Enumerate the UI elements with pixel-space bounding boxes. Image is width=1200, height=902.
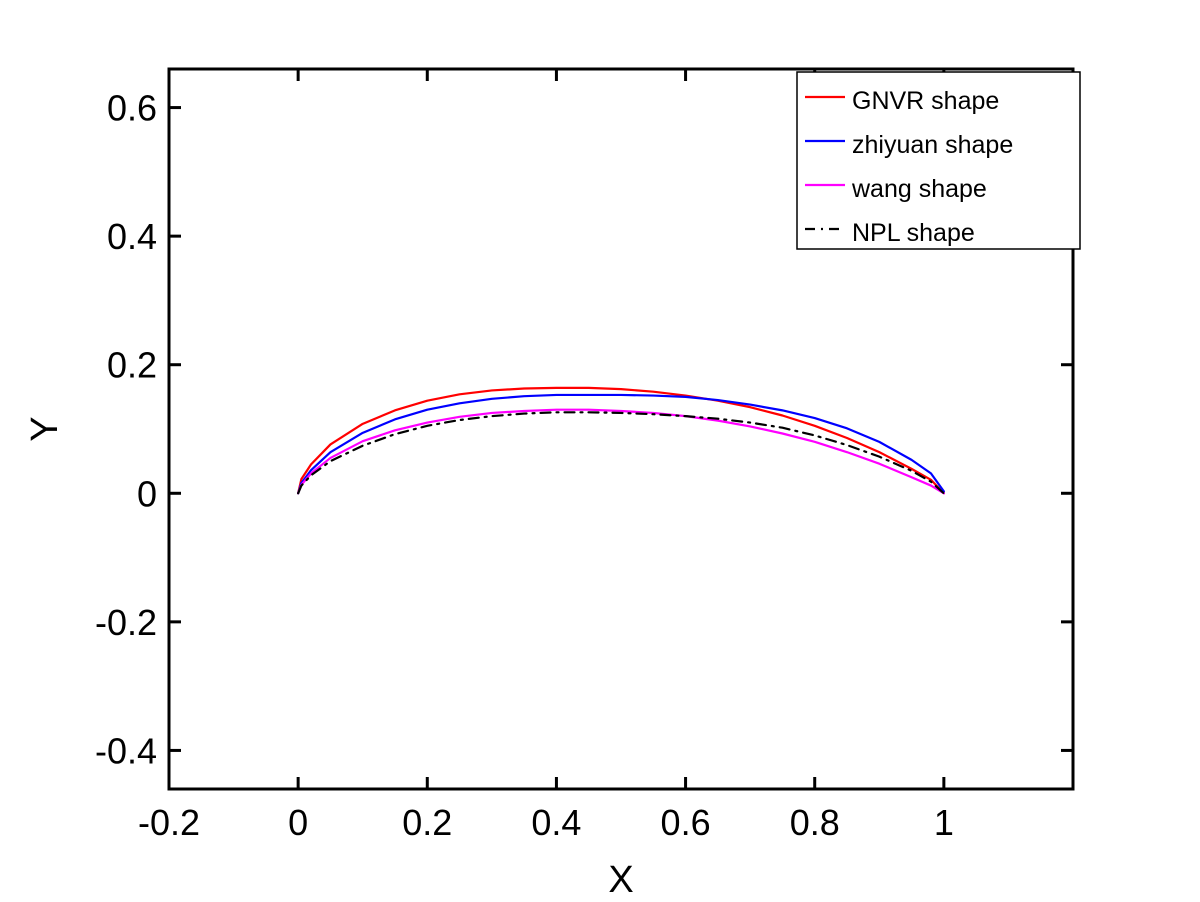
series-line-1 xyxy=(297,386,945,495)
x-tick-label: 0.2 xyxy=(402,802,452,843)
legend-label-4: NPL shape xyxy=(852,219,975,247)
series-line-3 xyxy=(297,408,945,495)
x-tick-label: 0.8 xyxy=(790,802,840,843)
series-layer xyxy=(297,386,945,495)
axes-box xyxy=(167,67,1075,791)
y-tick-label: 0.2 xyxy=(107,345,157,386)
y-tick-label: 0.6 xyxy=(107,88,157,129)
y-axis-label: Y xyxy=(24,416,66,441)
y-tick-label: 0 xyxy=(137,473,157,514)
legend-label-1: GNVR shape xyxy=(852,87,999,115)
x-tick-label: 0 xyxy=(288,802,308,843)
x-tick-label: 0.6 xyxy=(661,802,711,843)
x-axis-label: X xyxy=(608,859,633,901)
x-tick-label: 1 xyxy=(934,802,954,843)
series-line-4 xyxy=(297,411,945,495)
y-tick-label: -0.4 xyxy=(95,730,157,771)
legend-label-3: wang shape xyxy=(851,175,987,203)
y-tick-label: 0.4 xyxy=(107,216,157,257)
legend-label-2: zhiyuan shape xyxy=(852,131,1013,159)
tick-labels-layer: -0.2 0 0.2 0.4 0.6 0.8 1 -0.4 -0.2 0 0.2 0.4 0.6 xyxy=(95,88,954,843)
y-tick-label: -0.2 xyxy=(95,602,157,643)
x-tick-label: -0.2 xyxy=(138,802,200,843)
x-tick-label: 0.4 xyxy=(531,802,581,843)
series-line-2 xyxy=(297,393,945,495)
legend: GNVR shape zhiyuan shape wang shape NPL sha… xyxy=(796,71,1081,250)
legend-box xyxy=(796,71,1081,250)
